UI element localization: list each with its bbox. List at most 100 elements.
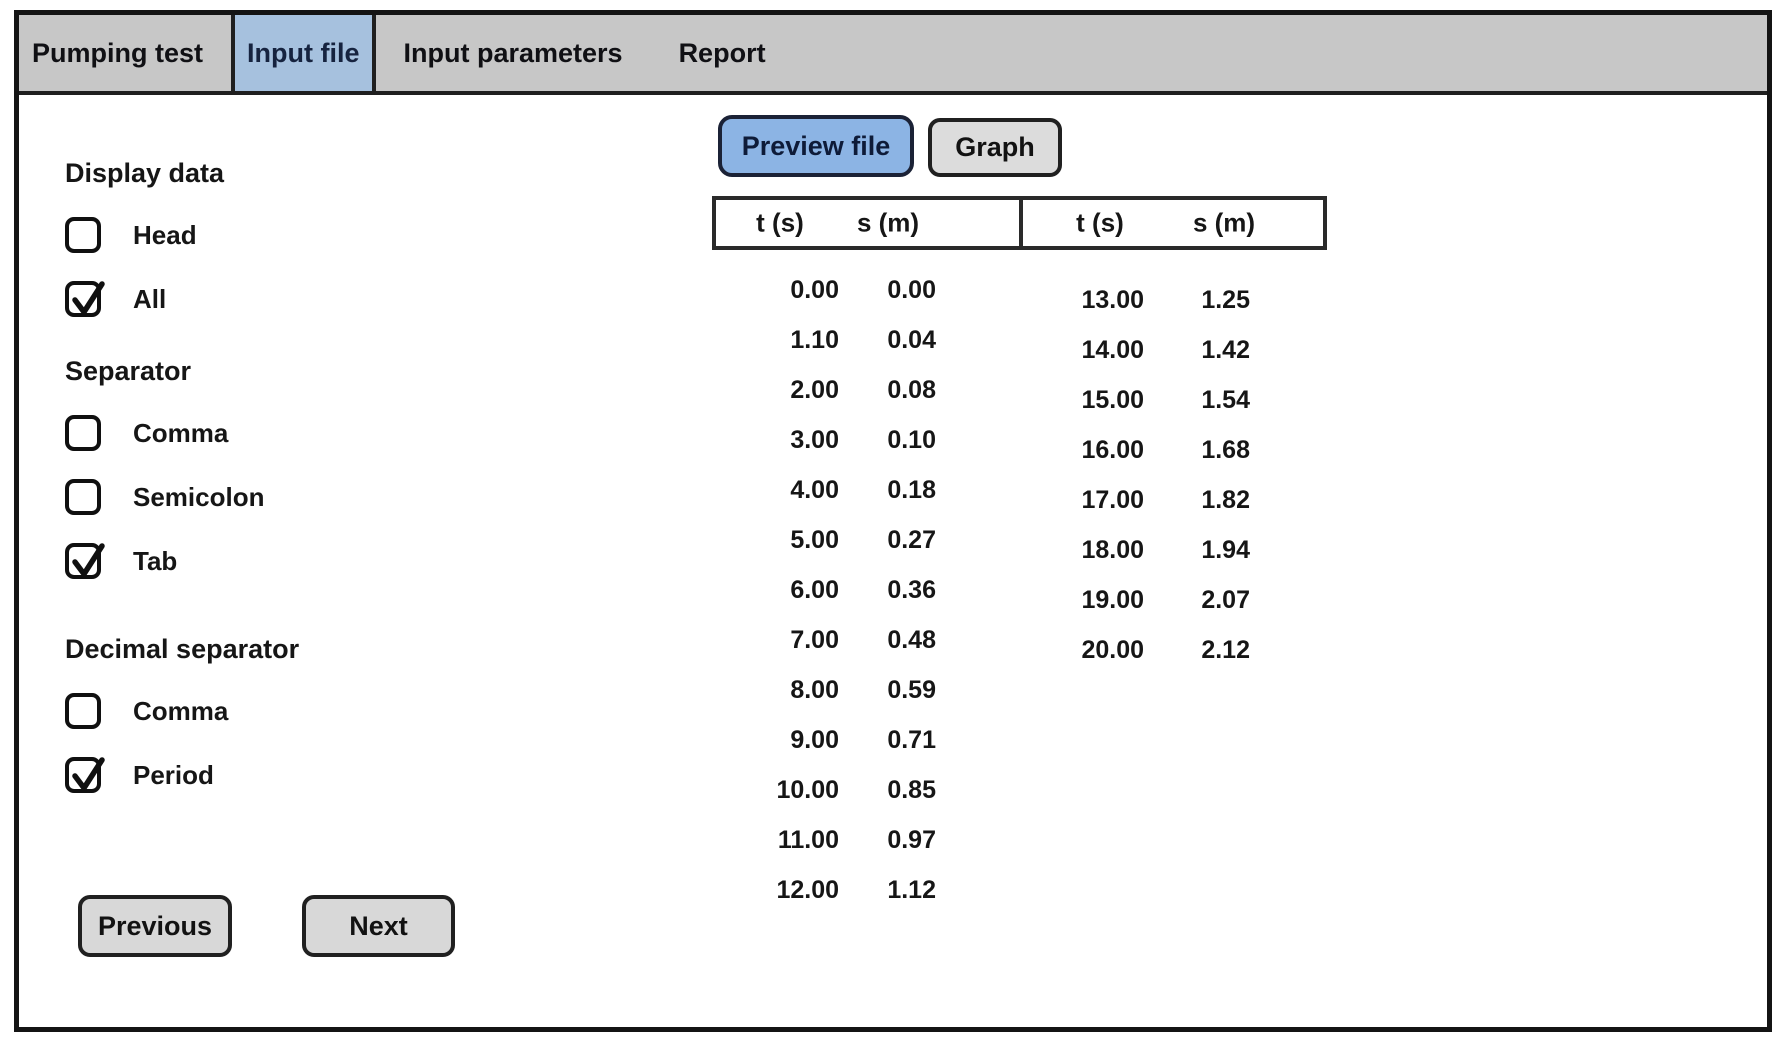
s-value: 1.68 xyxy=(1201,435,1250,464)
s-value: 0.27 xyxy=(887,525,936,554)
separator-comma-option[interactable]: Comma xyxy=(65,415,264,451)
t-value: 8.00 xyxy=(790,675,839,704)
t-value: 14.00 xyxy=(1081,335,1144,364)
table-row: 11.00 0.97 xyxy=(729,815,936,865)
group-title-decimal-separator: Decimal separator xyxy=(65,634,300,664)
t-value: 6.00 xyxy=(790,575,839,604)
checkmark-icon xyxy=(72,543,105,577)
header-t-right: t (s) xyxy=(1076,207,1124,238)
s-value: 1.12 xyxy=(887,875,936,904)
decimal-separator-period-option[interactable]: Period xyxy=(65,757,299,793)
display-data-head-option[interactable]: Head xyxy=(65,217,224,253)
separator-semicolon-option[interactable]: Semicolon xyxy=(65,479,264,515)
table-row: 7.00 0.48 xyxy=(729,615,936,665)
s-value: 2.12 xyxy=(1201,635,1250,664)
decimal-separator-comma-option[interactable]: Comma xyxy=(65,693,299,729)
table-row: 15.00 1.54 xyxy=(1039,375,1250,425)
table-row: 2.00 0.08 xyxy=(729,365,936,415)
preview-file-button[interactable]: Preview file xyxy=(718,115,914,177)
option-label: All xyxy=(133,283,167,314)
t-value: 20.00 xyxy=(1081,635,1144,664)
table-row: 19.00 2.07 xyxy=(1039,575,1250,625)
s-value: 0.97 xyxy=(887,825,936,854)
option-label: Comma xyxy=(133,417,229,448)
s-value: 0.36 xyxy=(887,575,936,604)
table-row: 14.00 1.42 xyxy=(1039,325,1250,375)
decimal-separator-period-checkbox[interactable] xyxy=(65,757,105,793)
display-data-head-checkbox[interactable] xyxy=(65,217,101,253)
t-value: 10.00 xyxy=(776,775,839,804)
s-value: 0.59 xyxy=(887,675,936,704)
t-value: 17.00 xyxy=(1081,485,1144,514)
s-value: 0.48 xyxy=(887,625,936,654)
table-row: 3.00 0.10 xyxy=(729,415,936,465)
t-value: 19.00 xyxy=(1081,585,1144,614)
checkmark-icon xyxy=(72,281,105,315)
t-value: 12.00 xyxy=(776,875,839,904)
separator-tab-checkbox[interactable] xyxy=(65,543,105,579)
t-value: 4.00 xyxy=(790,475,839,504)
graph-button[interactable]: Graph xyxy=(928,118,1062,177)
display-data-all-checkbox[interactable] xyxy=(65,281,105,317)
table-row: 4.00 0.18 xyxy=(729,465,936,515)
t-value: 0.00 xyxy=(790,275,839,304)
data-column-left: 0.00 0.00 1.10 0.04 2.00 0.08 3.00 0.10 4.00 0.18… xyxy=(729,265,936,915)
t-value: 11.00 xyxy=(777,825,839,854)
tab-bar: Pumping test Input file Input parameters Re… xyxy=(19,15,1767,95)
group-title-display-data: Display data xyxy=(65,158,225,188)
s-value: 1.94 xyxy=(1201,535,1250,564)
group-decimal-separator: Decimal separator Comma Period xyxy=(65,631,299,821)
t-value: 13.00 xyxy=(1081,285,1144,314)
header-s-right: s (m) xyxy=(1192,207,1256,238)
decimal-separator-comma-checkbox[interactable] xyxy=(65,693,101,729)
option-label: Semicolon xyxy=(133,481,265,512)
option-label: Head xyxy=(133,219,197,250)
group-display-data: Display data Head All xyxy=(65,155,224,345)
table-header: t (s) s (m) t (s) s (m) xyxy=(712,196,1327,250)
tab-report[interactable]: Report xyxy=(678,37,766,68)
table-row: 20.00 2.12 xyxy=(1039,625,1250,675)
s-value: 1.42 xyxy=(1201,335,1250,364)
header-divider xyxy=(1019,200,1023,246)
s-value: 0.71 xyxy=(887,725,936,754)
t-value: 15.00 xyxy=(1081,385,1144,414)
t-value: 5.00 xyxy=(790,525,839,554)
table-row: 1.10 0.04 xyxy=(729,315,936,365)
table-row: 5.00 0.27 xyxy=(729,515,936,565)
header-s-left: s (m) xyxy=(856,207,920,238)
tab-input-file[interactable]: Input file xyxy=(231,15,376,91)
s-value: 1.82 xyxy=(1201,485,1250,514)
group-separator: Separator Comma Semicolon Tab xyxy=(65,353,264,607)
next-button[interactable]: Next xyxy=(302,895,455,957)
separator-tab-option[interactable]: Tab xyxy=(65,543,264,579)
t-value: 9.00 xyxy=(790,725,839,754)
s-value: 0.08 xyxy=(887,375,936,404)
separator-semicolon-checkbox[interactable] xyxy=(65,479,101,515)
option-label: Tab xyxy=(133,545,178,576)
t-value: 16.00 xyxy=(1081,435,1144,464)
s-value: 0.85 xyxy=(887,775,936,804)
t-value: 7.00 xyxy=(790,625,839,654)
display-data-all-option[interactable]: All xyxy=(65,281,224,317)
table-row: 13.00 1.25 xyxy=(1039,275,1250,325)
table-row: 9.00 0.71 xyxy=(729,715,936,765)
table-row: 10.00 0.85 xyxy=(729,765,936,815)
table-row: 8.00 0.59 xyxy=(729,665,936,715)
previous-button[interactable]: Previous xyxy=(78,895,232,957)
t-value: 18.00 xyxy=(1081,535,1144,564)
table-row: 12.00 1.12 xyxy=(729,865,936,915)
tab-input-parameters[interactable]: Input parameters xyxy=(403,37,623,68)
t-value: 1.10 xyxy=(790,325,839,354)
separator-comma-checkbox[interactable] xyxy=(65,415,101,451)
s-value: 0.00 xyxy=(887,275,936,304)
option-label: Comma xyxy=(133,695,229,726)
t-value: 2.00 xyxy=(790,375,839,404)
tab-pumping-test[interactable]: Pumping test xyxy=(32,37,204,68)
s-value: 1.54 xyxy=(1201,385,1250,414)
checkmark-icon xyxy=(72,757,105,791)
s-value: 2.07 xyxy=(1201,585,1250,614)
s-value: 0.10 xyxy=(887,425,936,454)
app-window: Pumping test Input file Input parameters Re… xyxy=(14,10,1772,1032)
table-row: 16.00 1.68 xyxy=(1039,425,1250,475)
table-row: 17.00 1.82 xyxy=(1039,475,1250,525)
